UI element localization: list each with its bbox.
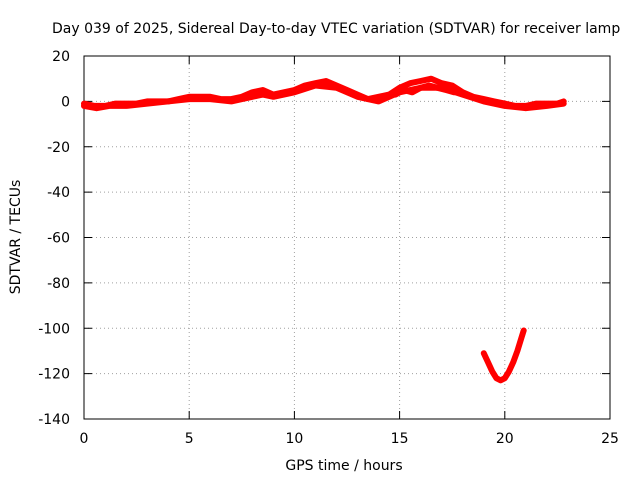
x-tick-label: 20 xyxy=(496,431,514,447)
y-axis-label: SDTVAR / TECUs xyxy=(8,180,24,295)
x-tick-label: 15 xyxy=(391,431,409,447)
y-tick-label: -80 xyxy=(47,276,70,292)
x-tick-label: 5 xyxy=(185,431,194,447)
y-tick-label: -120 xyxy=(38,367,70,383)
y-tick-label: -100 xyxy=(38,321,70,337)
tick-labels: 20 0 -20 -40 -60 -80 -100 -120 -140 0 5 10 15 20 25 xyxy=(38,49,619,447)
series-group xyxy=(81,75,567,384)
chart-title: Day 039 of 2025, Sidereal Day-to-day VTE… xyxy=(52,21,620,37)
grid xyxy=(84,56,610,419)
y-tick-label: -20 xyxy=(47,140,70,156)
y-tick-label: 0 xyxy=(61,94,70,110)
x-tick-label: 0 xyxy=(80,431,89,447)
series-line-segment-3 xyxy=(480,327,527,384)
x-axis-label: GPS time / hours xyxy=(285,458,402,474)
y-tick-label: -60 xyxy=(47,231,70,247)
y-tick-label: -40 xyxy=(47,185,70,201)
x-tick-label: 25 xyxy=(601,431,619,447)
x-tick-label: 10 xyxy=(285,431,303,447)
series-line-segment-2 xyxy=(81,82,567,112)
plot-frame xyxy=(83,55,611,420)
y-tick-label: 20 xyxy=(52,49,70,65)
y-tick-label: -140 xyxy=(38,412,70,428)
